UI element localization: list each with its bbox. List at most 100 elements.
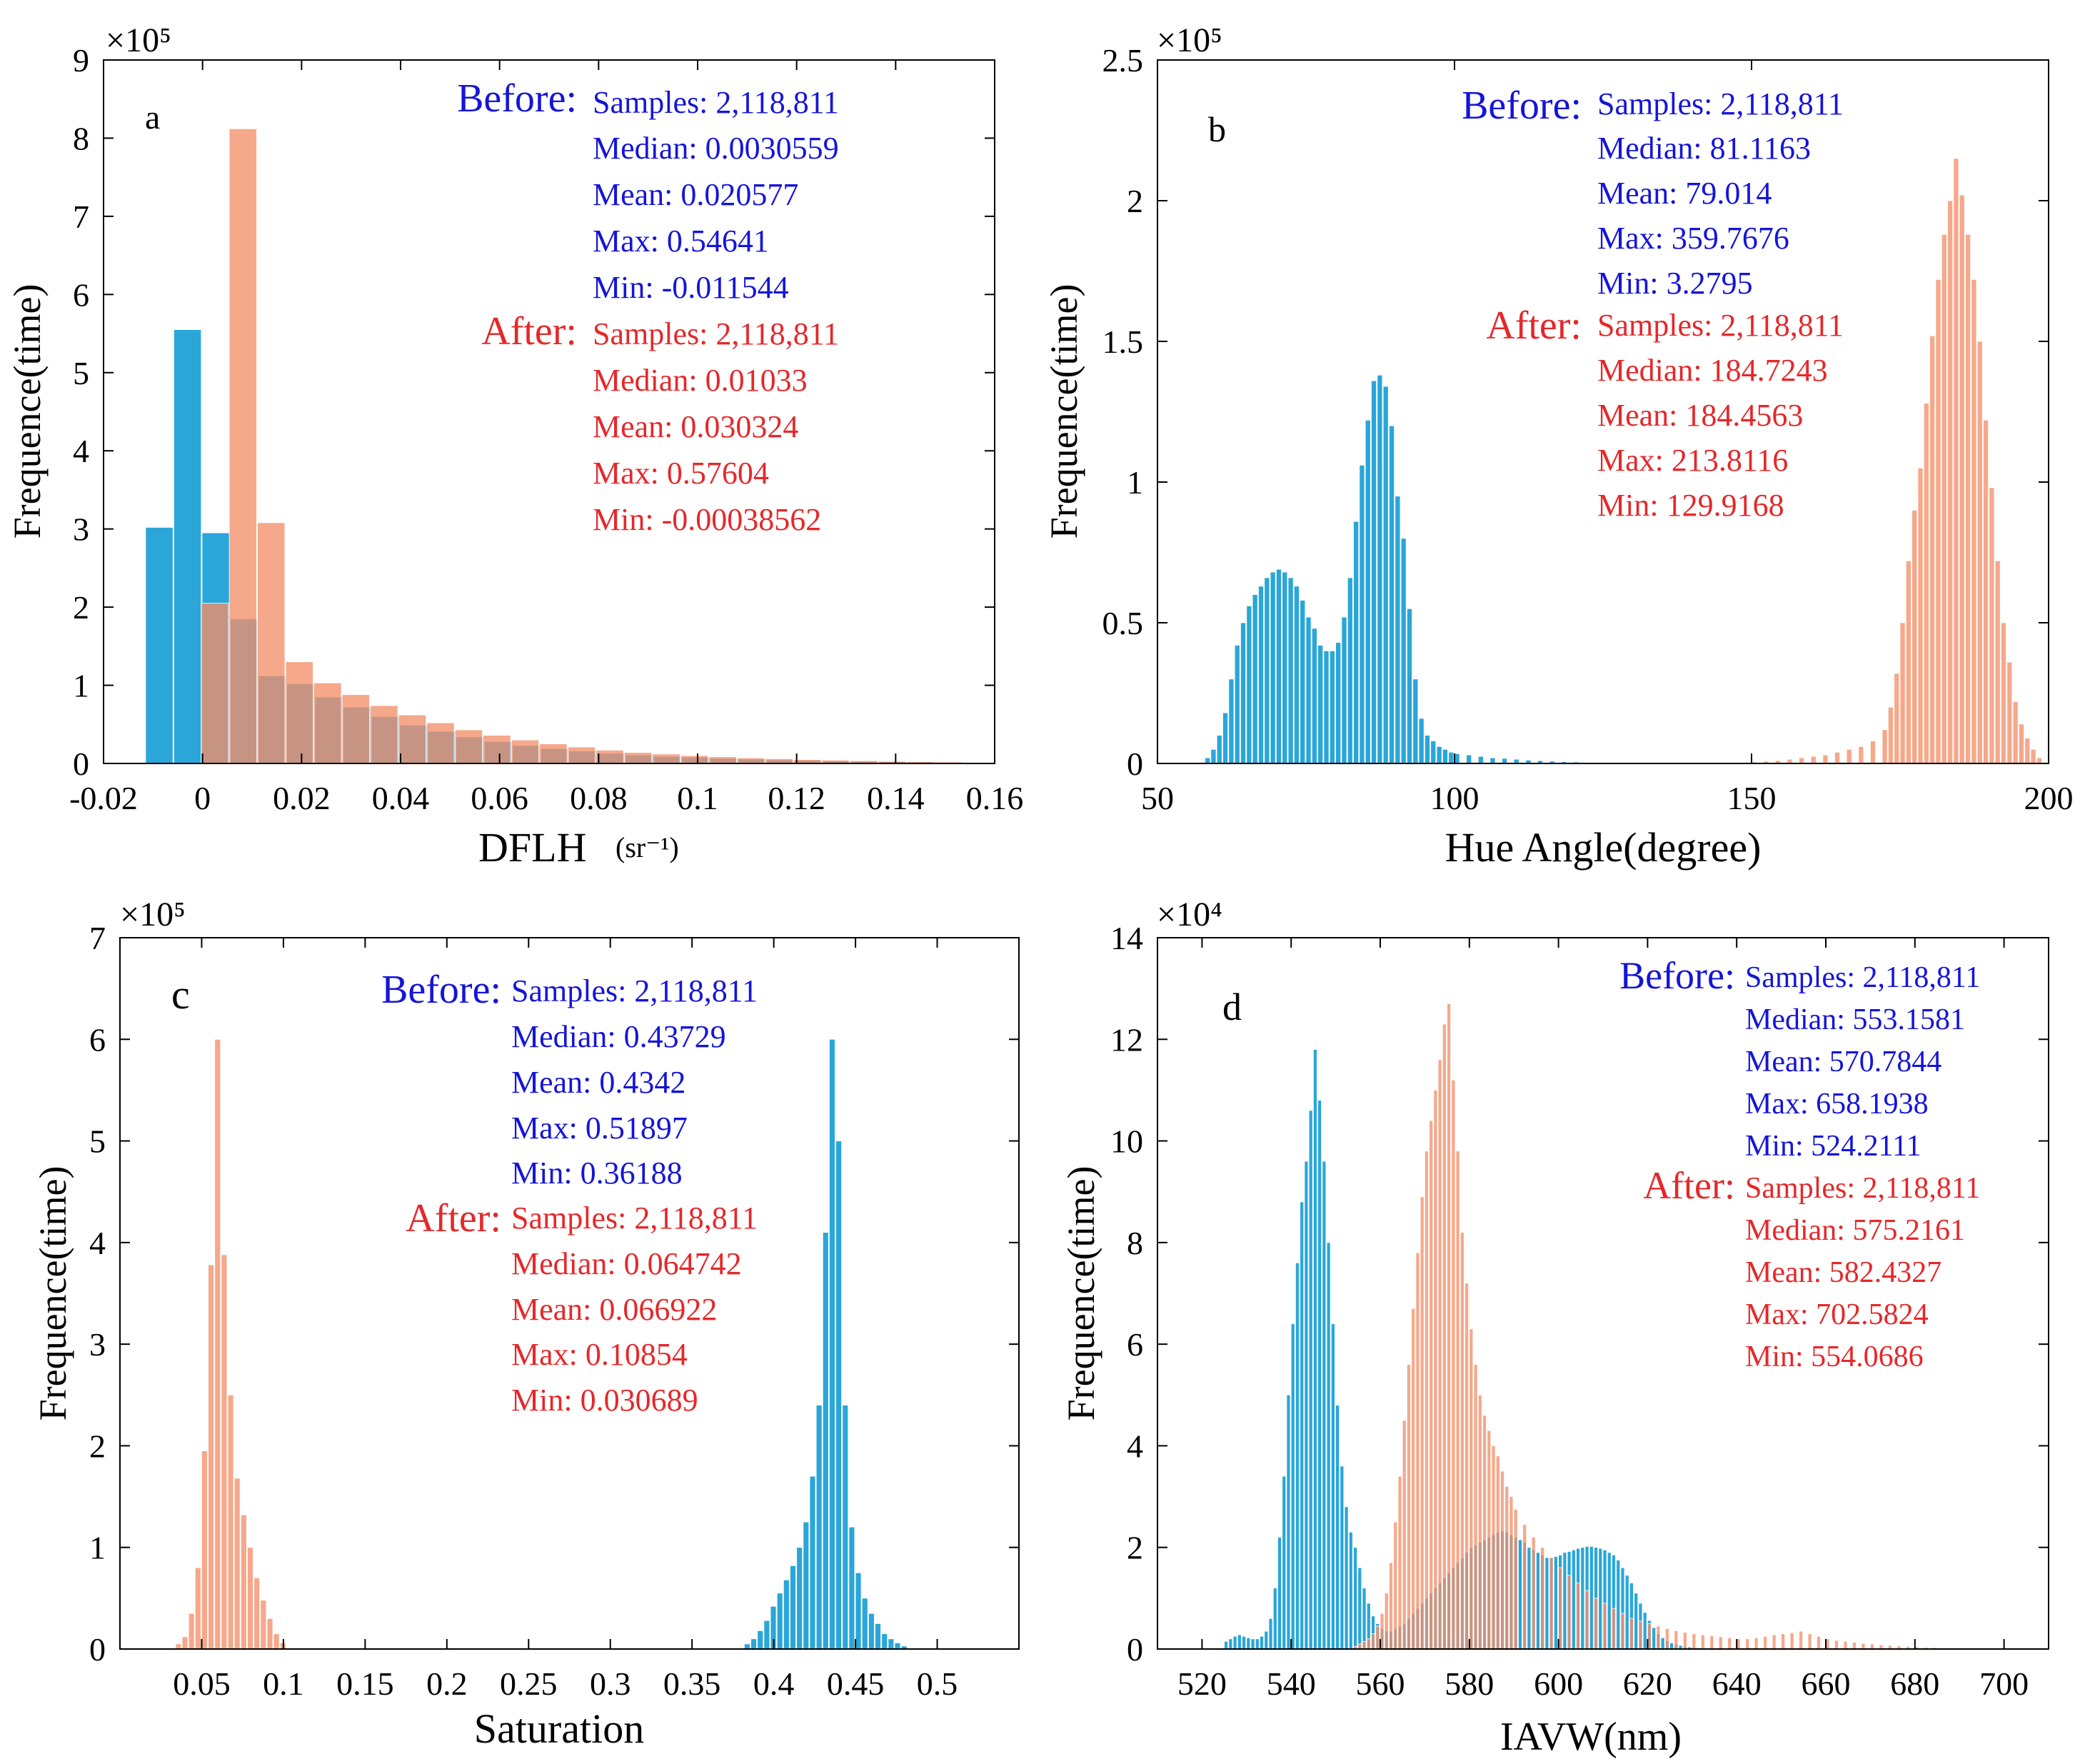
panel-c-after-line-5: Min: 0.030689 — [511, 1383, 698, 1418]
panel-b-after-bar — [1887, 706, 1894, 764]
panel-b-before-bar — [1377, 374, 1383, 764]
panel-a-before-line-3: Mean: 0.020577 — [593, 177, 798, 212]
panel-d-after-bar — [1482, 1415, 1487, 1650]
panel-b-before-bar — [1341, 616, 1347, 764]
panel-d-after-bar — [1495, 1455, 1500, 1650]
panel-d-after-bar — [1754, 1637, 1759, 1650]
panel-c-before-bar — [815, 1405, 823, 1650]
panel-b-after-bar — [1846, 748, 1852, 764]
panel-a-x-ticks: -0.02 0 0.02 0.04 0.06 0.08 0.1 0.12 0.14 0.16 — [69, 60, 1023, 816]
panel-d-after-bar — [1789, 1632, 1794, 1650]
panel-a-after-bar — [680, 755, 709, 764]
panel-c-after-bar — [221, 1254, 228, 1650]
panel-b-before-bar — [1305, 616, 1312, 764]
panel-d-after-bar — [1602, 1603, 1607, 1650]
panel-d-after-bar — [1393, 1521, 1398, 1650]
panel-c-before-bar — [881, 1633, 888, 1650]
panel-c-before-bar — [822, 1232, 829, 1650]
panel-d-after-bar — [1674, 1630, 1679, 1650]
panel-a-after-line-5: Min: -0.00038562 — [593, 502, 821, 537]
panel-d-before-bar — [1642, 1612, 1647, 1650]
panel-b-after-bar — [1822, 754, 1829, 764]
panel-c-x-tick-label: 0.1 — [263, 1665, 304, 1702]
panel-d-before-line-4: Max: 658.1938 — [1745, 1088, 1929, 1121]
panel-d-before-bar — [1553, 1556, 1558, 1650]
panel-b-y-ticks: 0 0.5 1 1.5 2 2.5 — [1102, 42, 2049, 782]
panel-b-before-line-1: Samples: 2,118,811 — [1597, 86, 1844, 121]
panel-d-after-bar — [1447, 1003, 1452, 1650]
panel-d-after-bar — [1869, 1643, 1874, 1650]
panel-d-y-tick-label: 12 — [1110, 1021, 1143, 1058]
panel-d-before-bar — [1304, 1161, 1309, 1650]
panel-d-after-bar — [1781, 1633, 1786, 1650]
panel-c-after-line-3: Mean: 0.066922 — [511, 1292, 717, 1327]
panel-a-y-ticks: 0 1 2 3 4 5 6 7 8 9 — [73, 42, 995, 782]
panel-c-y-ticks: 0 1 2 3 4 5 6 7 — [89, 920, 1019, 1668]
panel-b-after-bar — [1983, 419, 1989, 764]
panel-c-before-bar — [757, 1630, 764, 1650]
panel-a-y-exponent: ×10⁵ — [106, 21, 171, 59]
panel-d-before-line-3: Mean: 570.7844 — [1745, 1046, 1941, 1078]
panel-b-before-bar — [1216, 735, 1222, 764]
panel-d-after-bar — [1371, 1633, 1375, 1650]
panel-c-y-tick-label: 3 — [89, 1326, 106, 1363]
panel-a-after-bar — [483, 735, 511, 764]
panel-d-before-bar — [1344, 1506, 1349, 1650]
panel-b-after-bar — [1911, 510, 1918, 764]
panel-d-after-bar — [1620, 1613, 1625, 1650]
panel-c-before-bar — [842, 1405, 849, 1650]
panel-d-before-bar — [1571, 1549, 1576, 1650]
panel-d-after-bar — [1567, 1575, 1572, 1650]
panel-a-after-bar — [596, 749, 624, 764]
panel-d-before-bar — [1652, 1627, 1657, 1650]
panel-b-y-tick-label: 1.5 — [1102, 324, 1144, 360]
panel-d-stats-after: After: Samples: 2,118,811 Median: 575.21… — [1643, 1164, 1980, 1373]
panel-d-after-bar — [1407, 1364, 1411, 1650]
panel-d-after-bar — [1415, 1252, 1420, 1650]
panel-a-x-tick-label: 0.16 — [966, 780, 1024, 816]
panel-b-y-tick-label: 0 — [1127, 746, 1143, 782]
panel-d-before-line-2: Median: 553.1581 — [1745, 1003, 1965, 1036]
panel-a-after-bar — [228, 128, 257, 764]
panel-d-x-axis-label: IAVW(nm) — [1500, 1715, 1682, 1759]
panel-d-before-bar — [1634, 1593, 1639, 1650]
panel-d-after-bar — [1763, 1635, 1768, 1650]
panel-b-before-bar — [1317, 645, 1324, 764]
panel-d-before-bar — [1340, 1465, 1345, 1650]
panel-c-before-bar — [861, 1598, 868, 1650]
panel-b-stats-before: Before: Samples: 2,118,811 Median: 81.11… — [1462, 84, 1844, 301]
panel-d-after-bar — [1594, 1598, 1598, 1650]
panel-b-before-bar — [1210, 748, 1217, 764]
panel-d-after-bar — [1366, 1638, 1371, 1650]
panel-d-before-bar — [1362, 1588, 1367, 1650]
panel-b-after-bar — [1899, 622, 1906, 764]
panel-a-after-bar — [652, 753, 680, 764]
panel-d-after-bar — [1411, 1308, 1416, 1650]
panel-b-before-bar — [1442, 748, 1448, 764]
panel-b-after-bar — [1929, 335, 1936, 764]
panel-b-before-bar — [1395, 496, 1401, 764]
panel-a-x-axis-unit: (sr⁻¹) — [616, 831, 679, 863]
panel-d-after-bar — [1834, 1640, 1839, 1650]
panel-c-before-bar — [750, 1638, 757, 1650]
panel-b-after-bar — [2036, 757, 2042, 764]
panel-a-after-bar — [737, 757, 765, 764]
panel-d-after-bar — [1487, 1430, 1492, 1650]
panel-b-before-bar — [1258, 586, 1264, 764]
panel-d-after-bar — [1397, 1475, 1402, 1650]
panel-a-label: a — [145, 99, 160, 136]
panel-b-after-bar — [2030, 748, 2036, 764]
panel-a-x-tick-label: 0 — [194, 780, 211, 816]
panel-c-after-label: After: — [406, 1196, 501, 1241]
panel-b-x-axis-label: Hue Angle(degree) — [1445, 824, 1762, 871]
panel-a-before-bar — [145, 527, 174, 764]
panel-a-after-bar — [708, 756, 737, 764]
panel-a-after-bar — [539, 743, 568, 764]
panel-c-after-bar — [253, 1577, 261, 1650]
panel-b-before-bar — [1222, 712, 1229, 764]
panel-c-after-bar — [273, 1633, 280, 1650]
panel-b-before-bar — [1418, 718, 1425, 764]
panel-b-before-bar — [1329, 651, 1335, 764]
panel-d-after-bar — [1375, 1625, 1380, 1650]
panel-d-x-tick-label: 580 — [1445, 1665, 1494, 1702]
